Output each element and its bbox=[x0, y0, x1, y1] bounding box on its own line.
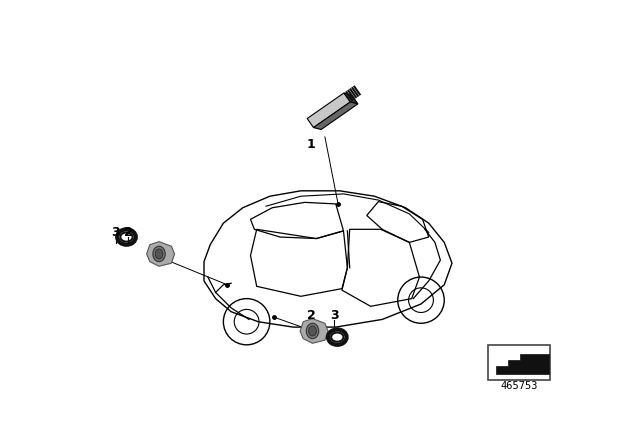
Polygon shape bbox=[300, 319, 328, 343]
Polygon shape bbox=[314, 102, 358, 129]
Text: 3: 3 bbox=[330, 309, 339, 322]
Text: 465753: 465753 bbox=[500, 381, 538, 392]
Polygon shape bbox=[147, 241, 175, 266]
Ellipse shape bbox=[307, 323, 319, 339]
Ellipse shape bbox=[155, 249, 163, 259]
Text: 2: 2 bbox=[307, 309, 316, 322]
Ellipse shape bbox=[308, 326, 316, 336]
Polygon shape bbox=[344, 93, 358, 104]
Text: 3: 3 bbox=[111, 226, 120, 239]
Ellipse shape bbox=[153, 246, 165, 262]
Polygon shape bbox=[496, 354, 549, 374]
Text: 1: 1 bbox=[307, 138, 316, 151]
Polygon shape bbox=[307, 93, 350, 128]
Text: 2: 2 bbox=[124, 226, 132, 239]
Bar bbox=[488, 345, 550, 380]
